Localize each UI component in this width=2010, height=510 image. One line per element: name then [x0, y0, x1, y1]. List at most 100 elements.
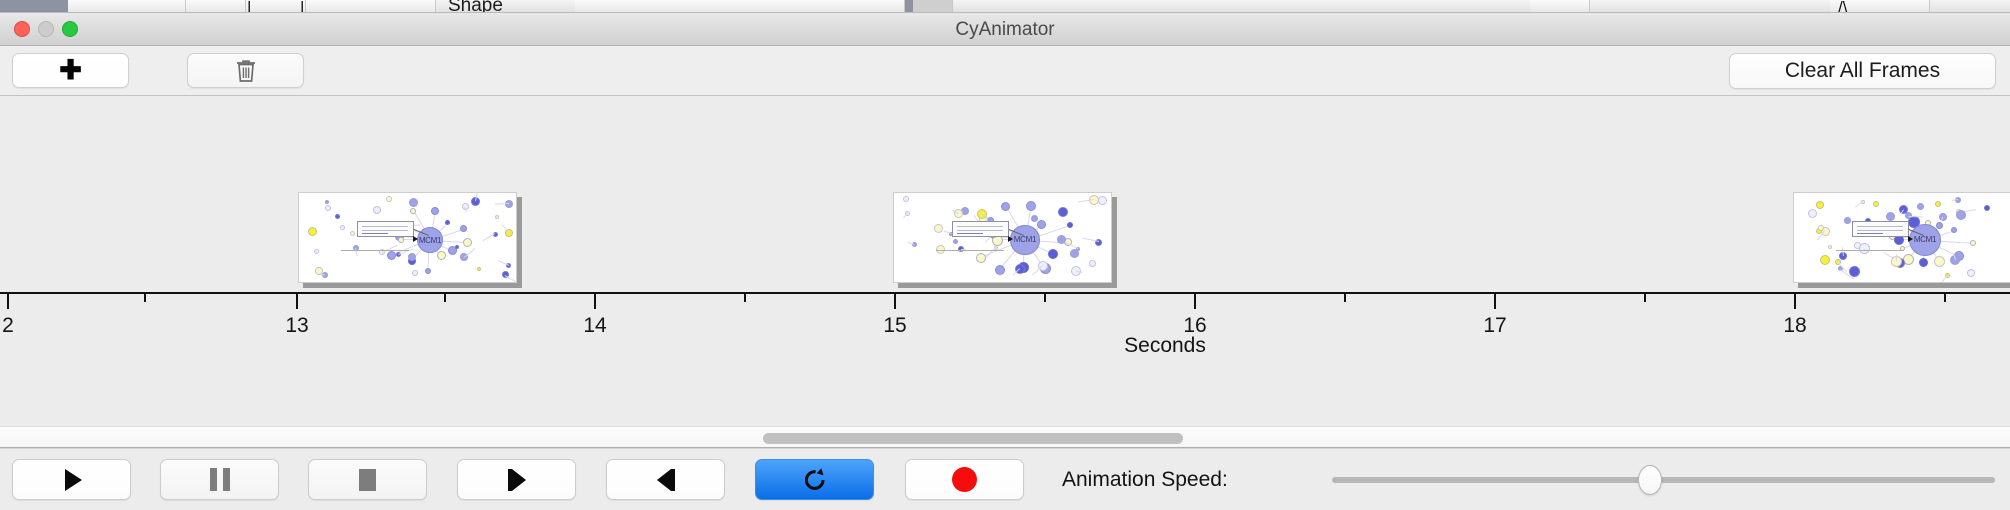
tooltip-arrowhead — [413, 236, 418, 242]
graph-node — [385, 196, 392, 203]
clear-all-frames-button[interactable]: Clear All Frames — [1729, 53, 1996, 89]
axis-tick-major — [894, 293, 896, 309]
graph-node — [1983, 204, 1990, 211]
graph-node — [1818, 225, 1825, 232]
graph-node — [1934, 255, 1946, 267]
graph-node — [463, 237, 473, 247]
play-button[interactable] — [12, 459, 131, 500]
axis-tick-minor — [1344, 293, 1346, 302]
graph-node — [454, 244, 459, 249]
tooltip-text-line — [362, 233, 388, 234]
graph-node — [1037, 260, 1048, 271]
bg-segment — [68, 0, 186, 12]
scrollbar-thumb[interactable] — [763, 433, 1183, 444]
graph-node — [436, 251, 446, 261]
timeline-frame[interactable]: MCM1 — [298, 192, 522, 288]
graph-hub-node: MCM1 — [417, 227, 443, 253]
playback-toolbar: Animation Speed: — [0, 448, 2010, 510]
window-titlebar[interactable]: CyAnimator — [0, 13, 2010, 46]
graph-node — [350, 231, 356, 237]
loop-button[interactable] — [755, 459, 874, 500]
frame-caption-line — [341, 250, 409, 251]
frame-thumbnail[interactable]: MCM1 — [298, 192, 517, 283]
graph-node — [506, 263, 512, 269]
timeline-panel[interactable]: MCM1 MCM1 MCM1 2 13 14 15 16 17 18 Seconds — [0, 96, 2010, 426]
play-icon — [64, 468, 82, 491]
axis-tick-minor — [1644, 293, 1646, 302]
pause-button[interactable] — [160, 459, 279, 500]
graph-node — [460, 225, 468, 233]
graph-hub-node-label: MCM1 — [1913, 235, 1937, 245]
axis-label: 18 — [1783, 314, 1807, 337]
skip-to-end-button[interactable] — [606, 459, 725, 500]
slider-handle[interactable] — [1638, 465, 1663, 495]
graph-node — [953, 209, 963, 219]
node-tooltip-box — [952, 221, 1009, 237]
graph-node — [412, 270, 419, 277]
animation-speed-slider[interactable] — [1332, 465, 1995, 495]
traffic-light-group — [14, 21, 78, 37]
graph-node — [1935, 201, 1942, 207]
minimize-button[interactable] — [38, 21, 54, 37]
axis-label: 16 — [1183, 314, 1207, 337]
axis-title: Seconds — [1124, 334, 1206, 357]
axis-label: 13 — [285, 314, 309, 337]
bg-glyph: /\ — [1838, 0, 1848, 13]
tooltip-arrowhead — [1908, 236, 1913, 242]
graph-node — [494, 214, 499, 219]
timeline-axis — [0, 292, 2010, 294]
graph-node — [1057, 234, 1067, 244]
delete-frame-button[interactable] — [187, 53, 304, 88]
tooltip-arrowhead — [1008, 236, 1013, 242]
graph-node — [1819, 255, 1830, 265]
axis-tick-major — [1194, 293, 1196, 309]
slider-track[interactable] — [1332, 477, 1995, 483]
frame-thumbnail[interactable]: MCM1 — [1793, 192, 2010, 283]
graph-hub-node-label: MCM1 — [418, 235, 442, 245]
graph-node — [1969, 239, 1976, 246]
graph-edge — [943, 230, 952, 235]
graph-hub-node: MCM1 — [1908, 223, 1942, 257]
bg-segment — [913, 0, 953, 12]
graph-node — [1025, 200, 1036, 211]
graph-node — [410, 207, 417, 214]
graph-node — [448, 246, 458, 256]
timeline-frame[interactable]: MCM1 — [1793, 192, 2010, 288]
clear-all-frames-label: Clear All Frames — [1784, 59, 1941, 82]
timeline-frame[interactable]: MCM1 — [893, 192, 1117, 288]
axis-tick-minor — [744, 293, 746, 302]
graph-node — [1935, 222, 1943, 230]
graph-hub-node: MCM1 — [1010, 225, 1040, 255]
frame-thumbnail[interactable]: MCM1 — [893, 192, 1112, 283]
bg-segment — [0, 0, 68, 12]
add-frame-button[interactable]: ✚ — [12, 53, 129, 88]
close-button[interactable] — [14, 21, 30, 37]
tooltip-text-line — [1857, 233, 1883, 234]
timeline-horizontal-scrollbar[interactable] — [0, 426, 2010, 448]
graph-edge — [1939, 274, 1948, 282]
maximize-button[interactable] — [62, 21, 78, 37]
graph-node — [340, 225, 346, 231]
node-tooltip-box — [1852, 221, 1909, 237]
graph-node — [1872, 201, 1879, 208]
axis-tick-major — [1794, 293, 1796, 309]
graph-node — [397, 237, 404, 243]
bg-segment — [306, 0, 436, 12]
stop-button[interactable] — [308, 459, 427, 500]
record-button[interactable] — [905, 459, 1024, 500]
graph-node — [372, 206, 381, 215]
graph-node — [1097, 195, 1107, 205]
skip-back-icon — [507, 468, 526, 491]
graph-node — [1827, 244, 1832, 249]
axis-tick-major — [7, 293, 9, 309]
graph-node — [408, 197, 418, 207]
graph-node — [1058, 206, 1069, 217]
graph-node — [1807, 209, 1817, 219]
graph-node — [1815, 201, 1824, 210]
graph-node — [477, 266, 482, 271]
tooltip-text-line — [1857, 230, 1903, 231]
axis-tick-major — [1494, 293, 1496, 309]
axis-tick-minor — [144, 293, 146, 302]
graph-edge — [504, 274, 516, 282]
skip-to-start-button[interactable] — [457, 459, 576, 500]
